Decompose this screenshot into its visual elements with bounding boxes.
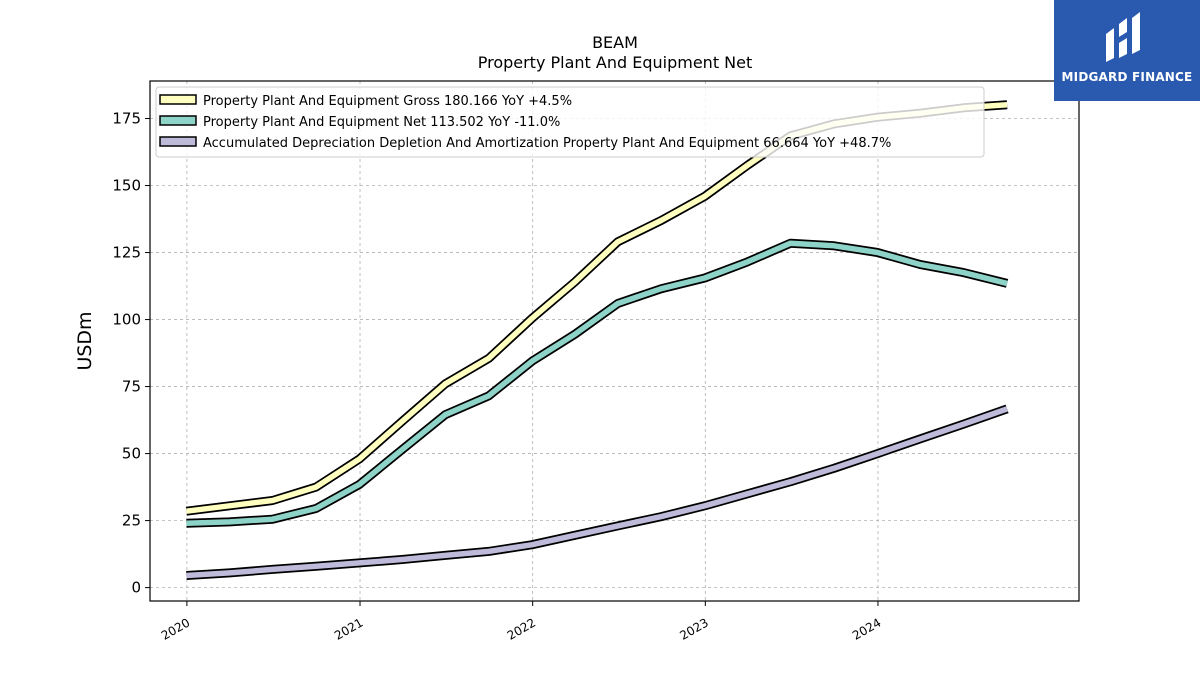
legend: Property Plant And Equipment Gross 180.1… [155, 86, 985, 158]
chart-subtitle: Property Plant And Equipment Net [478, 53, 753, 72]
legend-swatch [159, 115, 197, 126]
legend-entry: Property Plant And Equipment Gross 180.1… [203, 94, 572, 109]
series-line-outline [186, 238, 1009, 528]
x-tick-label: 2021 [332, 615, 365, 642]
legend-swatch [159, 94, 197, 105]
y-tick-label: 125 [112, 244, 141, 262]
y-tick-label: 100 [112, 311, 141, 329]
brand-name: MIDGARD FINANCE [1061, 70, 1193, 84]
series-lines [185, 100, 1009, 580]
midgard-m-logo-icon [1106, 12, 1140, 62]
x-tick-label: 2024 [850, 615, 883, 642]
axis-ticks: 0 25 50 75 100 125 150 175 2020 2021 2022 2023 2024 [112, 110, 883, 643]
chart-title: BEAM [592, 33, 638, 52]
series-line [186, 240, 1008, 527]
y-tick-label: 75 [122, 378, 141, 396]
legend-box [155, 86, 985, 158]
y-tick-label: 50 [122, 445, 141, 463]
series-line [186, 406, 1009, 579]
legend-entry: Property Plant And Equipment Net 113.502… [203, 115, 560, 130]
legend-swatch [159, 136, 197, 147]
brand-logo: MIDGARD FINANCE [1054, 0, 1200, 101]
y-tick-label: 0 [131, 579, 141, 597]
y-tick-label: 25 [122, 512, 141, 530]
x-tick-label: 2022 [505, 615, 538, 642]
y-tick-label: 150 [112, 177, 141, 195]
legend-entry: Accumulated Depreciation Depletion And A… [203, 136, 891, 151]
x-tick-label: 2023 [677, 615, 710, 642]
plot-frame [149, 80, 1080, 602]
y-tick-label: 175 [112, 110, 141, 128]
y-axis-label: USDm [74, 311, 96, 370]
x-tick-label: 2020 [159, 615, 192, 642]
